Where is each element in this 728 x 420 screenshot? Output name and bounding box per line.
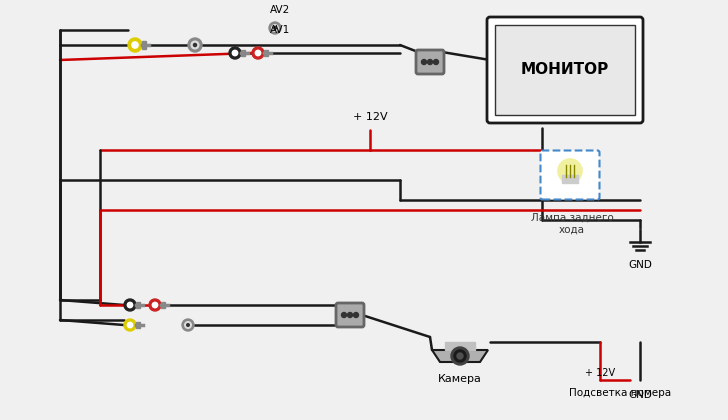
Circle shape: [451, 347, 469, 365]
Text: Лампа заднего
хода: Лампа заднего хода: [531, 213, 614, 235]
Circle shape: [152, 302, 158, 308]
Circle shape: [124, 299, 136, 311]
Circle shape: [256, 50, 261, 56]
Polygon shape: [495, 25, 635, 115]
Bar: [142, 41, 146, 49]
Circle shape: [132, 42, 138, 48]
Circle shape: [127, 322, 132, 328]
Circle shape: [427, 60, 432, 65]
Circle shape: [354, 312, 358, 318]
Circle shape: [229, 47, 241, 59]
Circle shape: [454, 350, 466, 362]
Text: Камера: Камера: [438, 374, 482, 384]
FancyBboxPatch shape: [540, 150, 599, 200]
FancyBboxPatch shape: [336, 303, 364, 327]
Bar: [136, 302, 140, 308]
Circle shape: [433, 60, 438, 65]
Circle shape: [128, 38, 142, 52]
Bar: [562, 175, 578, 183]
Circle shape: [269, 22, 281, 34]
Bar: [241, 50, 245, 56]
Circle shape: [457, 353, 463, 359]
Circle shape: [341, 312, 347, 318]
Circle shape: [124, 319, 136, 331]
Text: AV2: AV2: [270, 5, 290, 15]
Circle shape: [127, 302, 132, 308]
Bar: [445, 342, 475, 350]
Circle shape: [347, 312, 352, 318]
Text: + 12V: + 12V: [352, 112, 387, 122]
Circle shape: [558, 159, 582, 183]
Circle shape: [182, 319, 194, 331]
Circle shape: [188, 38, 202, 52]
Text: Подсветка номера: Подсветка номера: [569, 388, 671, 398]
Text: + 12V: + 12V: [585, 368, 615, 378]
Circle shape: [186, 324, 189, 326]
Bar: [136, 322, 140, 328]
Text: GND: GND: [628, 260, 652, 270]
Circle shape: [252, 47, 264, 59]
Circle shape: [185, 322, 191, 328]
Bar: [161, 302, 165, 308]
Circle shape: [194, 43, 197, 47]
Bar: [264, 50, 268, 56]
FancyBboxPatch shape: [487, 17, 643, 123]
Polygon shape: [432, 350, 488, 362]
Circle shape: [422, 60, 427, 65]
Circle shape: [191, 41, 199, 49]
Text: GND: GND: [628, 390, 652, 400]
Circle shape: [232, 50, 238, 56]
Text: AV1: AV1: [270, 25, 290, 35]
Text: МОНИТОР: МОНИТОР: [521, 63, 609, 78]
Circle shape: [272, 25, 278, 31]
Circle shape: [274, 27, 277, 29]
Circle shape: [149, 299, 161, 311]
FancyBboxPatch shape: [416, 50, 444, 74]
